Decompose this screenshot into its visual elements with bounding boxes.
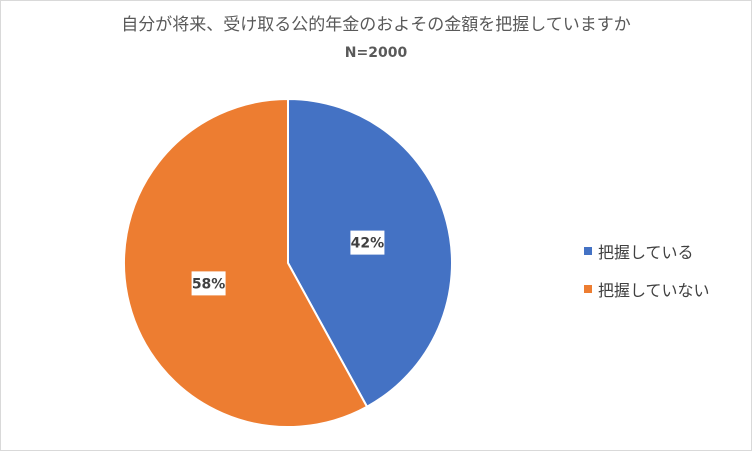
- data-label-box-0: [350, 230, 385, 255]
- legend-label-0: 把握している: [598, 243, 694, 262]
- chart-subtitle: N=2000: [344, 45, 408, 61]
- pie-slice-1: [123, 97, 369, 428]
- legend: 把握している 把握していない: [584, 232, 710, 308]
- legend-swatch-0: [584, 247, 592, 255]
- data-label-box-1: [191, 271, 226, 296]
- data-label-0: 42%: [350, 230, 385, 255]
- legend-label-1: 把握していない: [598, 281, 710, 300]
- chart-title: 自分が将来、受け取る公的年金のおよその金額を把握していますか: [121, 15, 631, 35]
- data-label-text-1: 58%: [192, 276, 226, 292]
- legend-swatch-1: [584, 285, 592, 293]
- data-label-text-0: 42%: [351, 236, 385, 252]
- legend-item-0: 把握している: [584, 232, 710, 270]
- data-label-1: 58%: [191, 271, 226, 296]
- legend-item-1: 把握していない: [584, 270, 710, 308]
